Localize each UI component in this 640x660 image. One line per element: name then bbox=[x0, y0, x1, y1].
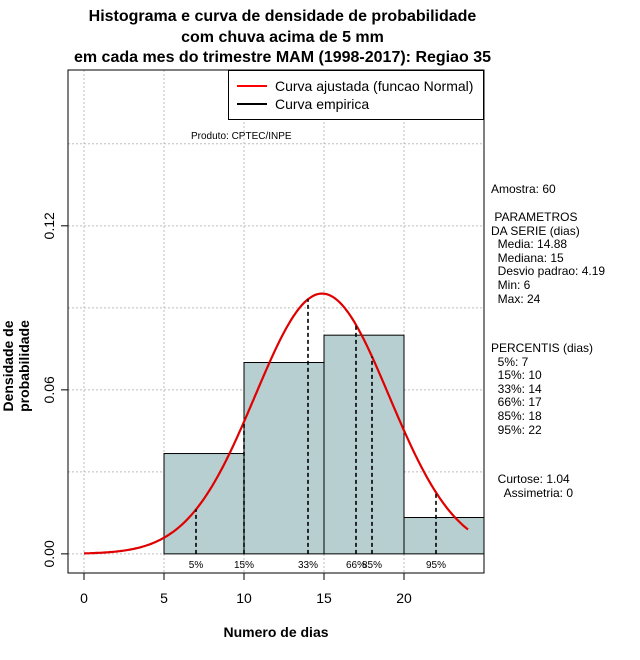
kurtosis-skewness-text: Curtose: 1.04 Assimetria: 0 bbox=[497, 472, 574, 500]
histogram-bar-0 bbox=[163, 453, 245, 555]
chart-title-line-3: em cada mes do trimestre MAM (1998-2017)… bbox=[73, 49, 492, 66]
x-tick-label-4: 20 bbox=[396, 590, 412, 606]
percentiles-text: PERCENTIS (dias) 5%: 7 15%: 10 33%: 14 6… bbox=[491, 341, 594, 437]
sample-size-text: Amostra: 60 bbox=[491, 182, 556, 196]
chart-legend: Curva ajustada (funcao Normal) Curva emp… bbox=[228, 70, 484, 120]
legend-swatch-empirical bbox=[237, 103, 267, 105]
percentile-label-95pct: 95% bbox=[426, 560, 446, 571]
series-parameters-text: PARAMETROS DA SERIE (dias) Media: 14.88 … bbox=[491, 210, 606, 306]
chart-title-line-2: com chuva acima de 5 mm bbox=[181, 29, 384, 46]
y-tick-label-2: 0.12 bbox=[41, 212, 57, 239]
legend-item-empirical: Curva empirica bbox=[237, 95, 369, 113]
x-tick-label-2: 10 bbox=[236, 590, 252, 606]
percentile-label-85pct: 85% bbox=[362, 560, 382, 571]
y-tick-label-0: 0.00 bbox=[41, 540, 57, 567]
percentile-label-33pct: 33% bbox=[298, 560, 318, 571]
normal-fit-curve bbox=[83, 292, 469, 555]
produto-label: Produto: CPTEC/INPE bbox=[191, 131, 292, 142]
x-tick-label-3: 15 bbox=[316, 590, 332, 606]
x-axis-label: Numero de dias bbox=[223, 624, 329, 640]
legend-label-normal: Curva ajustada (funcao Normal) bbox=[275, 78, 474, 94]
x-tick-label-0: 0 bbox=[80, 590, 88, 606]
histogram-bar-1 bbox=[243, 362, 325, 555]
x-tick-label-1: 5 bbox=[160, 590, 168, 606]
y-axis-label: Densidade de probabilidade bbox=[0, 320, 32, 412]
percentile-label-15pct: 15% bbox=[234, 560, 254, 571]
chart-title-line-1: Histograma e curva de densidade de proba… bbox=[88, 8, 477, 25]
legend-label-empirical: Curva empirica bbox=[275, 96, 370, 112]
percentile-label-66pct: 66% bbox=[346, 560, 366, 571]
percentile-label-5pct: 5% bbox=[189, 560, 204, 571]
legend-item-normal: Curva ajustada (funcao Normal) bbox=[237, 77, 473, 95]
histogram-bar-3 bbox=[403, 517, 485, 555]
histogram-bar-2 bbox=[323, 334, 405, 555]
legend-swatch-normal bbox=[237, 85, 267, 87]
y-tick-label-1: 0.06 bbox=[41, 376, 57, 403]
